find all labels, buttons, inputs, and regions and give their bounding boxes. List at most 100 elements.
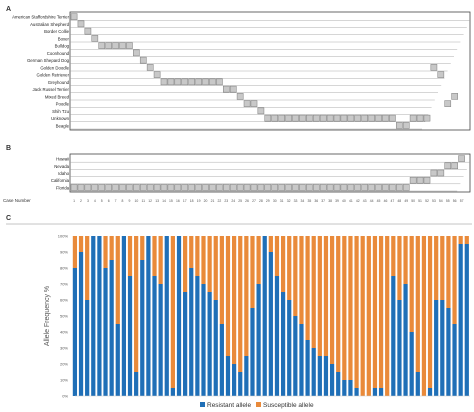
- row-label: Golden Retriever: [37, 73, 70, 78]
- bar-susceptible: [127, 236, 133, 276]
- bar-susceptible: [219, 236, 224, 324]
- case-cell: [229, 85, 237, 93]
- case-number-tick: 46: [384, 199, 388, 203]
- case-cell: [271, 114, 279, 122]
- bar-resistant: [72, 268, 78, 396]
- case-cell: [181, 184, 189, 191]
- case-cell: [105, 42, 112, 49]
- row-label: Beagle: [56, 123, 70, 128]
- case-number-tick: 8: [122, 199, 124, 203]
- bar-susceptible: [440, 236, 445, 300]
- case-cell: [77, 20, 85, 28]
- case-cell: [167, 78, 175, 86]
- row-label: Florida: [56, 185, 70, 190]
- y-axis-ticks: 0% 10% 20% 30% 40% 50% 60% 70% 80% 90% 100%: [58, 234, 69, 399]
- y-tick-label: 20%: [60, 362, 68, 367]
- row-label: Nevada: [54, 164, 69, 169]
- bar-resistant: [170, 388, 175, 396]
- case-number-tick: 12: [148, 199, 152, 203]
- case-number-tick: 29: [266, 199, 270, 203]
- case-cell: [70, 13, 78, 20]
- panel-b-cells: [70, 155, 465, 191]
- case-cell: [354, 184, 362, 191]
- bar-resistant: [317, 356, 322, 396]
- panel-a-row-lines: [70, 20, 470, 130]
- bar-resistant: [201, 284, 206, 396]
- case-number-tick: 49: [404, 199, 408, 203]
- bar-resistant: [372, 388, 378, 396]
- row-label: Mixed Breed: [45, 94, 70, 99]
- bar-susceptible: [274, 236, 280, 276]
- bar-resistant: [342, 380, 347, 396]
- case-cell: [423, 114, 431, 122]
- case-number-tick: 48: [397, 199, 401, 203]
- panel-a-cells: [70, 13, 458, 129]
- case-cell: [409, 114, 417, 122]
- case-number-tick: 47: [390, 199, 394, 203]
- case-cell: [423, 176, 431, 184]
- case-cell: [347, 184, 355, 191]
- case-cell: [409, 176, 417, 184]
- bar-resistant: [409, 332, 414, 396]
- case-number-tick: 37: [321, 199, 325, 203]
- panel-a: A American Staffordshire Terrier Australi…: [6, 6, 471, 131]
- bar-resistant: [232, 364, 237, 396]
- bar-susceptible: [85, 236, 90, 300]
- case-cell: [216, 184, 223, 191]
- case-number-tick: 22: [217, 199, 221, 203]
- case-cell: [250, 100, 258, 107]
- case-number-tick: 20: [204, 199, 208, 203]
- case-cell: [402, 122, 410, 129]
- row-label: Border Collie: [44, 29, 69, 34]
- bar-resistant: [434, 300, 439, 396]
- bar-resistant: [207, 292, 212, 396]
- case-number-tick: 43: [363, 199, 367, 203]
- row-label: Coonhound: [47, 51, 70, 56]
- case-cell: [222, 184, 230, 191]
- bar-resistant: [176, 236, 182, 396]
- case-cell: [195, 184, 202, 191]
- bar-resistant: [348, 380, 353, 396]
- case-cell: [139, 184, 147, 191]
- bar-resistant: [91, 236, 96, 396]
- case-cell: [382, 114, 389, 122]
- bar-resistant: [189, 268, 194, 396]
- case-cell: [389, 184, 396, 191]
- bar-resistant: [152, 276, 157, 396]
- case-number-tick: 4: [94, 199, 96, 203]
- case-number-tick: 16: [176, 199, 180, 203]
- bar-susceptible: [103, 236, 108, 268]
- bar-susceptible: [170, 236, 175, 388]
- case-cell: [202, 184, 209, 191]
- bar-susceptible: [207, 236, 212, 292]
- bar-resistant: [109, 260, 114, 396]
- case-cell: [105, 184, 112, 191]
- bar-resistant: [115, 324, 120, 396]
- row-label: German Shepard Dog: [27, 58, 70, 63]
- bar-resistant: [354, 388, 359, 396]
- case-cell: [112, 42, 119, 49]
- case-cell: [257, 107, 265, 115]
- case-cell: [368, 114, 375, 122]
- case-cell: [98, 184, 106, 191]
- case-cell: [250, 184, 258, 191]
- y-tick-label: 0%: [62, 394, 68, 399]
- bar-susceptible: [354, 236, 359, 388]
- case-cell: [299, 184, 306, 191]
- case-cell: [98, 42, 106, 49]
- case-cell: [153, 71, 161, 78]
- bar-resistant: [250, 308, 255, 396]
- case-cell: [153, 184, 161, 191]
- bar-susceptible: [78, 236, 84, 252]
- row-label: Poodle: [56, 102, 70, 107]
- case-cell: [430, 169, 438, 177]
- y-tick-label: 40%: [60, 330, 68, 335]
- y-tick-label: 100%: [58, 234, 69, 239]
- bar-susceptible: [403, 236, 408, 284]
- case-cell: [292, 184, 299, 191]
- case-cell: [236, 93, 244, 100]
- bar-susceptible: [158, 236, 163, 284]
- case-cell: [188, 184, 196, 191]
- case-number-tick: 17: [183, 199, 187, 203]
- case-cell: [126, 42, 133, 49]
